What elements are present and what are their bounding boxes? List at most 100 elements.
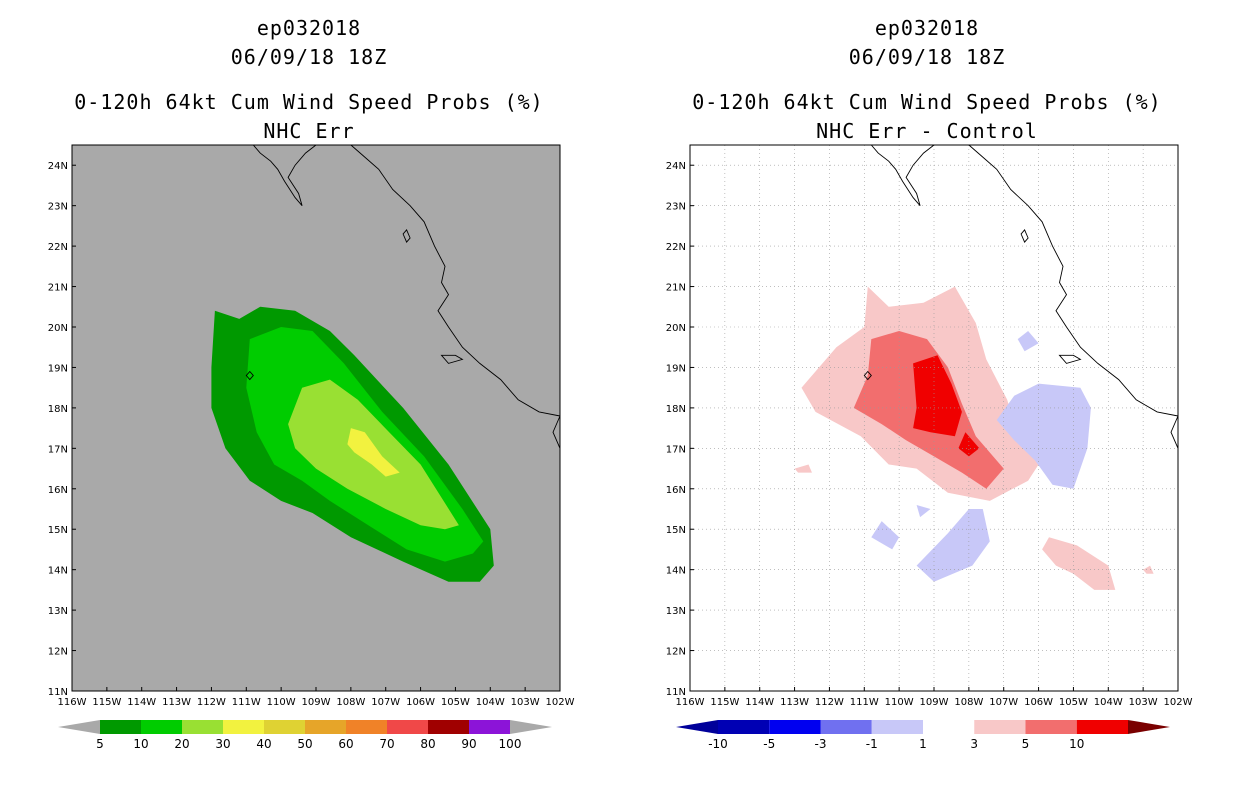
colorbar-swatch — [1076, 720, 1128, 734]
colorbar-label: 70 — [379, 737, 394, 751]
contour-neg1-9 — [871, 521, 900, 550]
product-title: 0-120h 64kt Cum Wind Speed Probs (%) — [692, 90, 1162, 114]
y-tick-label: 24N — [666, 161, 686, 172]
x-tick-label: 106W — [406, 697, 435, 708]
colorbar-label: 60 — [338, 737, 353, 751]
y-tick-label: 14N — [48, 566, 68, 577]
x-tick-label: 107W — [989, 697, 1018, 708]
y-tick-label: 13N — [666, 606, 686, 617]
probability-map: 116W 115W 114W 113W 112W 111W 110W 109W 108W 107W… — [48, 144, 575, 708]
y-tick-label: 20N — [666, 323, 686, 334]
x-tick-label: 106W — [1024, 697, 1053, 708]
island — [1020, 229, 1029, 243]
colorbar-left-arrow — [58, 720, 100, 734]
contour-neg1-7 — [996, 383, 1091, 489]
y-tick-label: 14N — [666, 566, 686, 577]
right-panel: ep032018 06/09/18 18Z 0-120h 64kt Cum Wi… — [618, 0, 1236, 800]
x-tick-label: 109W — [920, 697, 949, 708]
x-tick-label: 112W — [197, 697, 226, 708]
island — [440, 354, 464, 364]
y-tick-label: 24N — [48, 161, 68, 172]
island — [1058, 354, 1082, 364]
y-tick-label: 18N — [666, 404, 686, 415]
colorbar-swatch — [871, 720, 923, 734]
y-tick-label: 22N — [666, 242, 686, 253]
island — [863, 370, 872, 381]
x-tick-label: 113W — [780, 697, 809, 708]
forecast-datetime: 06/09/18 18Z — [230, 45, 388, 69]
x-tick-label: 104W — [1094, 697, 1123, 708]
colorbar-label: -10 — [708, 737, 728, 751]
y-tick-label: 19N — [666, 363, 686, 374]
colorbar-swatch — [182, 720, 223, 734]
storm-id: ep032018 — [874, 16, 980, 40]
x-tick-label: 114W — [745, 697, 774, 708]
x-tick-label: 115W — [92, 697, 121, 708]
colorbar-swatch — [820, 720, 872, 734]
x-tick-label: 107W — [371, 697, 400, 708]
x-tick-label: 113W — [162, 697, 191, 708]
y-tick-label: 17N — [666, 444, 686, 455]
x-tick-label: 115W — [710, 697, 739, 708]
colorbar-label: 3 — [970, 737, 978, 751]
panel-subtitle: NHC Err - Control — [816, 119, 1038, 143]
y-tick-label: 11N — [666, 687, 686, 698]
colorbar-swatch — [769, 720, 821, 734]
x-tick-label: 105W — [441, 697, 470, 708]
contour-neg1-10 — [1017, 331, 1039, 352]
colorbar-swatch — [141, 720, 182, 734]
colorbar-swatch — [469, 720, 510, 734]
colorbar-swatch — [305, 720, 346, 734]
y-tick-label: 13N — [48, 606, 68, 617]
contour-neg1-11 — [916, 505, 931, 518]
x-tick-label: 116W — [58, 697, 87, 708]
y-tick-label: 12N — [48, 647, 68, 658]
colorbar-swatch — [387, 720, 428, 734]
colorbar-label: 40 — [256, 737, 271, 751]
x-tick-label: 105W — [1059, 697, 1088, 708]
coastline — [252, 144, 317, 206]
panel-subtitle: NHC Err — [263, 119, 355, 143]
x-tick-label: 110W — [267, 697, 296, 708]
y-tick-label: 22N — [48, 242, 68, 253]
colorbar-label: 100 — [499, 737, 522, 751]
left-panel: ep032018 06/09/18 18Z 0-120h 64kt Cum Wi… — [48, 16, 575, 751]
island — [402, 229, 411, 243]
colorbar-label: 90 — [461, 737, 476, 751]
y-tick-label: 23N — [666, 202, 686, 213]
colorbar-label: 5 — [1022, 737, 1030, 751]
colorbar-label: -3 — [815, 737, 827, 751]
y-tick-label: 16N — [666, 485, 686, 496]
contour-1-3 — [1143, 565, 1154, 574]
colorbar-left-arrow — [676, 720, 718, 734]
y-tick-label: 15N — [48, 525, 68, 536]
forecast-datetime: 06/09/18 18Z — [848, 45, 1006, 69]
x-tick-label: 102W — [546, 697, 575, 708]
x-tick-label: 116W — [676, 697, 705, 708]
colorbar: 5 10 20 30 40 50 60 70 80 90 100 — [58, 720, 552, 751]
coastline — [552, 415, 561, 449]
y-tick-label: 16N — [48, 485, 68, 496]
colorbar-label: 1 — [919, 737, 927, 751]
colorbar-label: 30 — [215, 737, 230, 751]
y-tick-label: 20N — [48, 323, 68, 334]
storm-id: ep032018 — [256, 16, 362, 40]
colorbar-label: 80 — [420, 737, 435, 751]
colorbar-swatch — [428, 720, 469, 734]
colorbar-swatch — [718, 720, 770, 734]
x-tick-label: 104W — [476, 697, 505, 708]
contour-1-2 — [794, 464, 812, 473]
y-tick-label: 23N — [48, 202, 68, 213]
contour-5-5 — [913, 355, 962, 437]
x-tick-label: 112W — [815, 697, 844, 708]
colorbar-swatch — [264, 720, 305, 734]
y-tick-label: 12N — [666, 647, 686, 658]
colorbar: -10 -5 -3 -1 1 3 5 10 — [676, 720, 1170, 751]
colorbar-label: 5 — [96, 737, 104, 751]
y-tick-label: 17N — [48, 444, 68, 455]
colorbar-swatch — [974, 720, 1026, 734]
island — [245, 370, 254, 381]
coastline — [350, 144, 561, 417]
y-tick-label: 15N — [666, 525, 686, 536]
y-tick-label: 11N — [48, 687, 68, 698]
